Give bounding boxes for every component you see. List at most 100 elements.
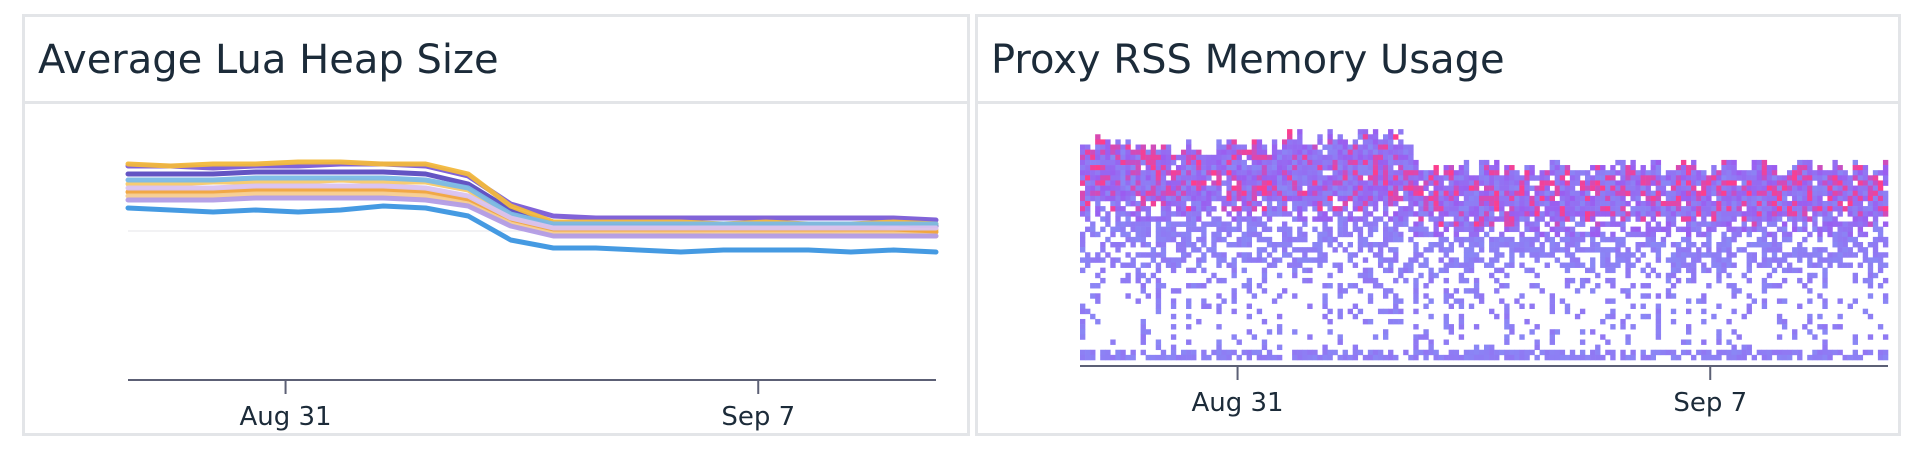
- heatmap-cell: [1302, 190, 1308, 197]
- heatmap-cell: [1125, 144, 1131, 150]
- heatmap-cell: [1418, 170, 1424, 176]
- heatmap-cell: [1615, 236, 1621, 243]
- heatmap-cell: [1600, 247, 1606, 253]
- heatmap-cell: [1201, 190, 1207, 197]
- heatmap-cell: [1251, 200, 1258, 207]
- heatmap-cell: [1579, 329, 1586, 335]
- heatmap-cell: [1362, 195, 1369, 202]
- heatmap-cell: [1367, 349, 1374, 356]
- heatmap-cell: [1701, 221, 1707, 227]
- heatmap-cell: [1155, 252, 1162, 258]
- heatmap-cell: [1095, 318, 1101, 325]
- heatmap-cell: [1110, 170, 1116, 176]
- heatmap-cell: [1155, 226, 1162, 233]
- heatmap-cell: [1231, 144, 1237, 150]
- heatmap-cell: [1549, 206, 1555, 212]
- heatmap-cell: [1832, 236, 1838, 243]
- heatmap-cell: [1297, 190, 1303, 197]
- heatmap-cell: [1297, 354, 1303, 361]
- heatmap-cell: [1221, 349, 1227, 356]
- heatmap-cell: [1105, 252, 1111, 258]
- heatmap-cell: [1605, 170, 1611, 176]
- heatmap-cell: [1362, 139, 1369, 145]
- heatmap-cell: [1095, 252, 1101, 258]
- heatmap-cell: [1579, 339, 1586, 345]
- heatmap-cell: [1862, 252, 1869, 258]
- heatmap-cell: [1145, 262, 1151, 268]
- heatmap-cell: [1776, 200, 1783, 207]
- heatmap-cell: [1509, 190, 1515, 197]
- heatmap-cell: [1307, 334, 1313, 340]
- heatmap-cell: [1403, 277, 1409, 284]
- series-line-9[interactable]: [125, 195, 939, 239]
- heatmap-cell: [1842, 180, 1848, 186]
- series-line-5[interactable]: [125, 175, 939, 227]
- series-line-10[interactable]: [125, 203, 939, 255]
- heatmap-cell: [1090, 175, 1096, 181]
- heatmap-cell: [1383, 139, 1389, 145]
- heatmap-cell: [1792, 216, 1798, 222]
- heatmap-cell: [1307, 149, 1313, 156]
- heatmap-cell: [1736, 206, 1742, 212]
- heatmap-cell: [1080, 247, 1086, 253]
- heatmap-cell: [1297, 180, 1303, 186]
- heatmap-cell: [1140, 252, 1146, 258]
- lua-heap-line-chart[interactable]: Aug 31 Sep 7: [25, 104, 967, 433]
- heatmap-cell: [1443, 313, 1449, 320]
- heatmap-cell: [1383, 154, 1389, 161]
- heatmap-cell: [1494, 165, 1500, 171]
- heatmap-cell: [1115, 165, 1121, 171]
- heatmap-cell: [1509, 211, 1515, 217]
- heatmap-cell: [1388, 149, 1394, 156]
- heatmap-cell: [1393, 236, 1399, 243]
- heatmap-cell: [1418, 195, 1424, 202]
- heatmap-cell: [1140, 329, 1146, 335]
- heatmap-cell: [1080, 206, 1086, 212]
- heatmap-cell: [1170, 344, 1177, 351]
- heatmap-cell: [1590, 200, 1596, 207]
- heatmap-cell: [1292, 257, 1298, 263]
- heatmap-cell: [1115, 175, 1121, 181]
- heatmap-cell: [1736, 185, 1742, 191]
- heatmap-cell: [1377, 349, 1384, 356]
- heatmap-cell: [1731, 354, 1737, 361]
- heatmap-cell: [1388, 354, 1394, 361]
- heatmap-cell: [1554, 257, 1561, 263]
- heatmap-cell: [1721, 267, 1727, 274]
- heatmap-cell: [1569, 170, 1576, 176]
- heatmap-cell: [1221, 195, 1227, 202]
- heatmap-cell: [1569, 185, 1576, 191]
- heatmap-cell: [1504, 318, 1510, 325]
- heatmap-cell: [1155, 236, 1162, 243]
- heatmap-cell: [1751, 195, 1757, 202]
- heatmap-cell: [1857, 242, 1864, 248]
- heatmap-cell: [1595, 354, 1601, 361]
- heatmap-cell: [1090, 149, 1096, 156]
- heatmap-cell: [1817, 180, 1823, 186]
- heatmap-cell: [1716, 329, 1722, 335]
- heatmap-cell: [1080, 211, 1086, 217]
- heatmap-cell: [1645, 221, 1651, 227]
- series-line-7[interactable]: [125, 183, 939, 231]
- heatmap-cell: [1741, 349, 1747, 356]
- heatmap-cell: [1095, 175, 1101, 181]
- x-tick-label: Aug 31: [239, 402, 331, 432]
- heatmap-cell: [1347, 308, 1353, 315]
- heatmap-cell: [1443, 354, 1449, 361]
- heatmap-cell: [1362, 318, 1369, 325]
- heatmap-cell: [1085, 190, 1091, 197]
- proxy-rss-heatmap[interactable]: Aug 31 Sep 7: [978, 104, 1898, 433]
- heatmap-cell: [1216, 252, 1222, 258]
- heatmap-cell: [1337, 165, 1343, 171]
- heatmap-cell: [1383, 288, 1389, 294]
- heatmap-cell: [1847, 262, 1853, 268]
- heatmap-cell: [1165, 211, 1172, 217]
- heatmap-cell: [1569, 211, 1576, 217]
- heatmap-cell: [1499, 195, 1505, 202]
- heatmap-cell: [1388, 195, 1394, 202]
- heatmap-cell: [1781, 200, 1788, 207]
- heatmap-cell: [1787, 349, 1793, 356]
- heatmap-cell: [1246, 206, 1252, 212]
- heatmap-cell: [1686, 180, 1692, 186]
- heatmap-cell: [1630, 195, 1636, 202]
